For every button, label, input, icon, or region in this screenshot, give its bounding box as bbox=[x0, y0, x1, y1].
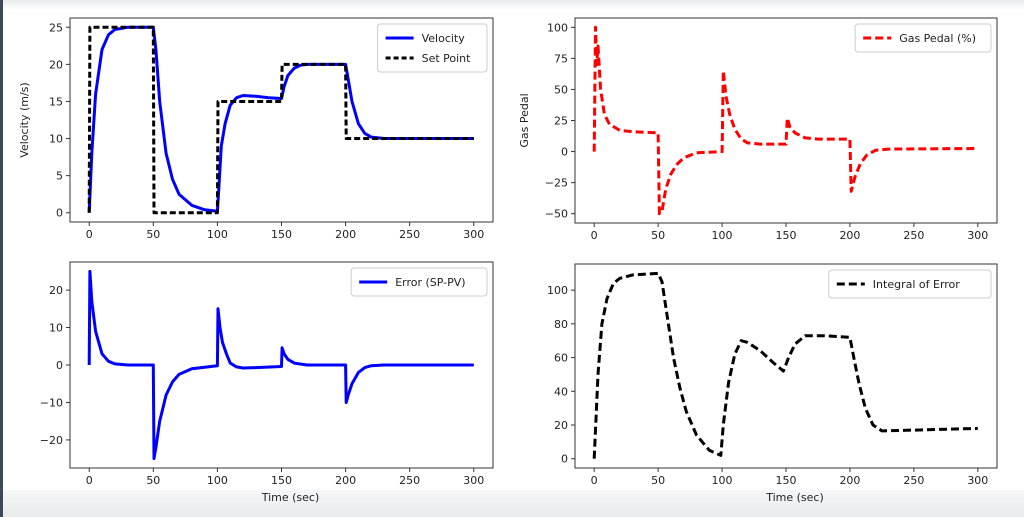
legend-label: Velocity bbox=[422, 32, 466, 45]
x-tick-label: 300 bbox=[463, 474, 484, 487]
y-tick-label: 25 bbox=[554, 115, 568, 128]
legend-box bbox=[377, 23, 488, 73]
y-tick-label: 15 bbox=[49, 95, 63, 108]
y-tick-label: 100 bbox=[547, 284, 568, 297]
legend-label: Gas Pedal (%) bbox=[899, 32, 976, 45]
x-tick-label: 50 bbox=[146, 228, 160, 241]
series-line-error-sp-pv- bbox=[87, 269, 474, 461]
x-tick-label: 250 bbox=[903, 474, 924, 487]
x-tick-label: 0 bbox=[591, 474, 598, 487]
y-tick-label: 20 bbox=[554, 419, 568, 432]
series-line-gas-pedal- bbox=[592, 25, 978, 216]
x-tick-label: 150 bbox=[271, 228, 292, 241]
x-tick-label: 300 bbox=[463, 228, 484, 241]
y-tick-label: 25 bbox=[49, 21, 63, 34]
legend-label: Integral of Error bbox=[873, 278, 960, 291]
y-tick-label: 0 bbox=[561, 453, 568, 466]
y-tick-label: 20 bbox=[49, 58, 63, 71]
x-tick-label: 300 bbox=[967, 229, 988, 242]
y-tick-label: 0 bbox=[56, 359, 63, 372]
y-tick-label: 40 bbox=[554, 385, 568, 398]
x-tick-label: 100 bbox=[207, 228, 228, 241]
legend-box bbox=[350, 267, 488, 297]
series-line-set-point bbox=[87, 25, 474, 215]
x-tick-label: 0 bbox=[591, 229, 598, 242]
y-tick-label: 50 bbox=[554, 83, 568, 96]
legend: Gas Pedal (%) bbox=[854, 23, 992, 53]
x-tick-label: 150 bbox=[271, 474, 292, 487]
y-tick-label: 75 bbox=[554, 52, 568, 65]
x-tick-label: 250 bbox=[903, 229, 924, 242]
x-tick-label: 100 bbox=[712, 229, 733, 242]
y-tick-label: −10 bbox=[40, 396, 63, 409]
x-axis-label: Time (sec) bbox=[765, 491, 824, 504]
y-tick-label: 10 bbox=[49, 322, 63, 335]
y-tick-label: 80 bbox=[554, 318, 568, 331]
y-tick-label: 10 bbox=[49, 133, 63, 146]
y-tick-label: −50 bbox=[545, 208, 568, 221]
y-tick-label: 20 bbox=[49, 284, 63, 297]
legend-label: Set Point bbox=[422, 52, 472, 65]
y-tick-label: 60 bbox=[554, 352, 568, 365]
legend: Error (SP-PV) bbox=[350, 267, 488, 297]
x-tick-label: 200 bbox=[839, 229, 860, 242]
legend: Velocity Set Point bbox=[377, 23, 488, 73]
x-tick-label: 150 bbox=[776, 474, 797, 487]
subplot-2: 0 50 100 150 200 250 300 −50 −25 0 25 50 75 100 Gas Pe… bbox=[518, 17, 998, 242]
bottom-band bbox=[0, 490, 1024, 517]
x-tick-label: 100 bbox=[712, 474, 733, 487]
x-tick-label: 300 bbox=[967, 474, 988, 487]
y-tick-label: 0 bbox=[561, 146, 568, 159]
x-tick-label: 150 bbox=[776, 229, 797, 242]
x-tick-label: 250 bbox=[399, 474, 420, 487]
subplot-3: 0 50 100 150 200 250 300 −20 −10 0 10 20 Time (sec) E… bbox=[40, 261, 494, 504]
top-band bbox=[0, 0, 1024, 10]
x-tick-label: 50 bbox=[651, 474, 665, 487]
x-tick-label: 0 bbox=[86, 228, 93, 241]
y-tick-label: −25 bbox=[545, 177, 568, 190]
x-tick-label: 0 bbox=[86, 474, 93, 487]
legend: Integral of Error bbox=[828, 269, 992, 299]
y-tick-label: 5 bbox=[56, 170, 63, 183]
y-tick-label: −20 bbox=[40, 434, 63, 447]
x-tick-label: 200 bbox=[335, 474, 356, 487]
legend-label: Error (SP-PV) bbox=[395, 276, 465, 289]
x-tick-label: 200 bbox=[335, 228, 356, 241]
x-tick-label: 50 bbox=[651, 229, 665, 242]
subplot-4: 0 50 100 150 200 250 300 0 20 40 60 80 100 Time (sec)… bbox=[547, 263, 998, 504]
window-edge bbox=[0, 0, 3, 517]
y-tick-label: 0 bbox=[56, 207, 63, 220]
x-tick-label: 250 bbox=[399, 228, 420, 241]
y-tick-label: 100 bbox=[547, 21, 568, 34]
subplot-1: 0 50 100 150 200 250 300 0 5 10 15 20 25 Velocity (m/… bbox=[18, 17, 494, 241]
x-tick-label: 100 bbox=[207, 474, 228, 487]
x-tick-label: 200 bbox=[839, 474, 860, 487]
legend-box bbox=[828, 269, 992, 299]
x-tick-label: 50 bbox=[146, 474, 160, 487]
y-axis-label: Gas Pedal bbox=[518, 93, 531, 147]
series-line-integral-of-error bbox=[592, 271, 978, 459]
legend-box bbox=[854, 23, 992, 53]
y-axis-label: Velocity (m/s) bbox=[18, 82, 31, 157]
x-axis-label: Time (sec) bbox=[261, 491, 320, 504]
